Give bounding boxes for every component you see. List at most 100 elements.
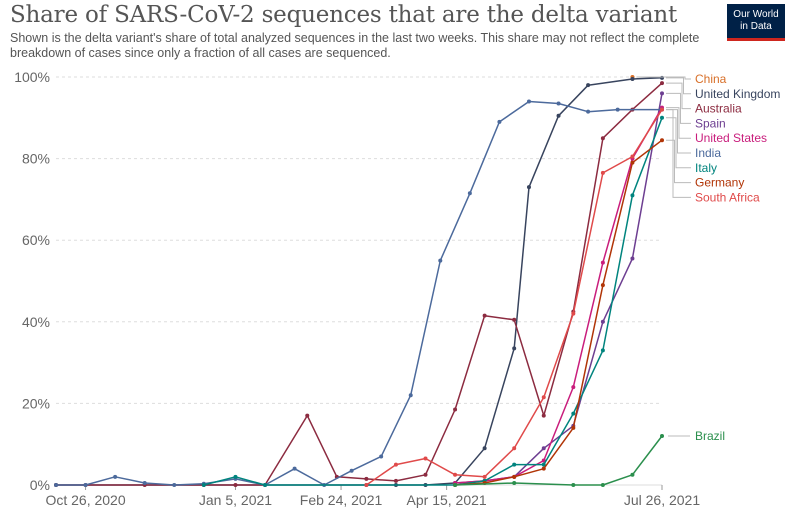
data-point-italy[interactable]	[233, 474, 238, 479]
data-point-australia[interactable]	[233, 483, 238, 487]
data-point-spain[interactable]	[660, 91, 664, 96]
data-point-australia[interactable]	[364, 476, 369, 481]
data-point-italy[interactable]	[660, 115, 664, 120]
data-point-brazil[interactable]	[600, 483, 605, 487]
series-line-brazil[interactable]	[455, 435, 663, 486]
data-point-spain[interactable]	[541, 446, 546, 451]
data-point-india[interactable]	[408, 393, 413, 398]
data-point-india[interactable]	[172, 483, 177, 487]
data-point-south-africa[interactable]	[630, 154, 635, 159]
data-point-south-africa[interactable]	[512, 446, 517, 451]
data-point-india[interactable]	[349, 468, 354, 473]
data-point-italy[interactable]	[201, 483, 206, 487]
data-point-germany[interactable]	[660, 138, 664, 143]
data-point-india[interactable]	[292, 466, 297, 471]
legend-label-australia[interactable]: Australia	[695, 102, 742, 116]
data-point-australia[interactable]	[453, 407, 458, 412]
data-point-brazil[interactable]	[571, 483, 576, 487]
data-point-germany[interactable]	[630, 160, 635, 165]
data-point-india[interactable]	[142, 480, 147, 485]
series-line-australia[interactable]	[56, 82, 663, 486]
data-point-united-kingdom[interactable]	[660, 75, 664, 80]
chart-title: Share of SARS-CoV-2 sequences that are t…	[10, 2, 678, 28]
data-point-south-africa[interactable]	[541, 395, 546, 400]
data-point-india[interactable]	[497, 119, 502, 124]
data-point-australia[interactable]	[305, 413, 310, 418]
legend-label-spain[interactable]: Spain	[695, 116, 726, 130]
legend-label-italy[interactable]: Italy	[695, 161, 717, 175]
data-point-india[interactable]	[113, 474, 118, 479]
data-point-south-africa[interactable]	[423, 456, 428, 461]
data-point-india[interactable]	[586, 109, 591, 114]
data-point-australia[interactable]	[482, 313, 487, 318]
data-point-spain[interactable]	[600, 319, 605, 324]
legend-label-china[interactable]: China	[695, 72, 727, 86]
legend-label-united-states[interactable]: United States	[695, 131, 767, 145]
data-point-italy[interactable]	[512, 462, 517, 467]
legend-connector	[666, 139, 691, 184]
y-tick-label: 100%	[14, 69, 50, 85]
data-point-united-states[interactable]	[600, 260, 605, 265]
series-line-south-africa[interactable]	[365, 109, 663, 486]
data-point-italy[interactable]	[571, 411, 576, 416]
data-point-india[interactable]	[54, 483, 58, 487]
data-point-india[interactable]	[379, 454, 384, 459]
series-line-united-kingdom[interactable]	[56, 77, 663, 486]
data-point-south-africa[interactable]	[600, 170, 605, 175]
legend-label-india[interactable]: India	[695, 146, 721, 160]
data-point-australia[interactable]	[541, 413, 546, 418]
data-point-brazil[interactable]	[512, 480, 517, 485]
legend-label-south-africa[interactable]: South Africa	[695, 190, 760, 204]
data-point-brazil[interactable]	[453, 483, 458, 487]
data-point-united-kingdom[interactable]	[526, 185, 531, 190]
data-point-united-kingdom[interactable]	[512, 346, 517, 351]
data-point-australia[interactable]	[423, 472, 428, 477]
data-point-italy[interactable]	[541, 462, 546, 467]
data-point-india[interactable]	[556, 101, 561, 106]
data-point-united-kingdom[interactable]	[482, 446, 487, 451]
data-point-south-africa[interactable]	[482, 474, 487, 479]
data-point-italy[interactable]	[263, 483, 268, 487]
data-point-germany[interactable]	[571, 425, 576, 430]
data-point-australia[interactable]	[512, 317, 517, 322]
data-point-united-kingdom[interactable]	[630, 77, 635, 82]
data-point-australia[interactable]	[660, 81, 664, 86]
data-point-germany[interactable]	[600, 283, 605, 288]
data-point-united-kingdom[interactable]	[586, 83, 591, 88]
data-point-india[interactable]	[615, 107, 620, 112]
data-point-united-states[interactable]	[571, 385, 576, 390]
data-point-brazil[interactable]	[660, 434, 664, 439]
data-point-germany[interactable]	[512, 474, 517, 479]
data-point-india[interactable]	[467, 191, 472, 196]
legend-connector	[666, 109, 691, 198]
data-point-australia[interactable]	[600, 136, 605, 141]
owid-logo[interactable]: Our World in Data	[727, 4, 785, 41]
legend-connector	[666, 92, 691, 124]
data-point-south-africa[interactable]	[364, 483, 369, 487]
data-point-india[interactable]	[526, 99, 531, 104]
data-point-spain[interactable]	[630, 256, 635, 261]
x-tick-label: Apr 15, 2021	[407, 492, 487, 508]
data-point-united-kingdom[interactable]	[556, 113, 561, 118]
y-tick-label: 80%	[22, 151, 50, 167]
legend-label-brazil[interactable]: Brazil	[695, 429, 725, 443]
legend-connector	[666, 117, 691, 169]
logo-text-line1: Our World	[733, 9, 779, 20]
data-point-india[interactable]	[438, 258, 443, 263]
data-point-australia[interactable]	[393, 478, 398, 483]
legend-connector	[666, 77, 691, 95]
data-point-south-africa[interactable]	[393, 462, 398, 467]
series-line-united-states[interactable]	[455, 107, 663, 484]
data-point-germany[interactable]	[541, 466, 546, 471]
data-point-italy[interactable]	[630, 193, 635, 198]
data-point-brazil[interactable]	[630, 472, 635, 477]
legend-label-germany[interactable]: Germany	[695, 176, 744, 190]
series-line-germany[interactable]	[455, 139, 663, 486]
data-point-south-africa[interactable]	[571, 311, 576, 316]
data-point-south-africa[interactable]	[453, 472, 458, 477]
legend-label-united-kingdom[interactable]: United Kingdom	[695, 87, 780, 101]
data-point-south-africa[interactable]	[660, 107, 664, 112]
data-point-italy[interactable]	[600, 348, 605, 353]
data-point-india[interactable]	[83, 483, 88, 487]
legend-connector	[666, 107, 691, 139]
